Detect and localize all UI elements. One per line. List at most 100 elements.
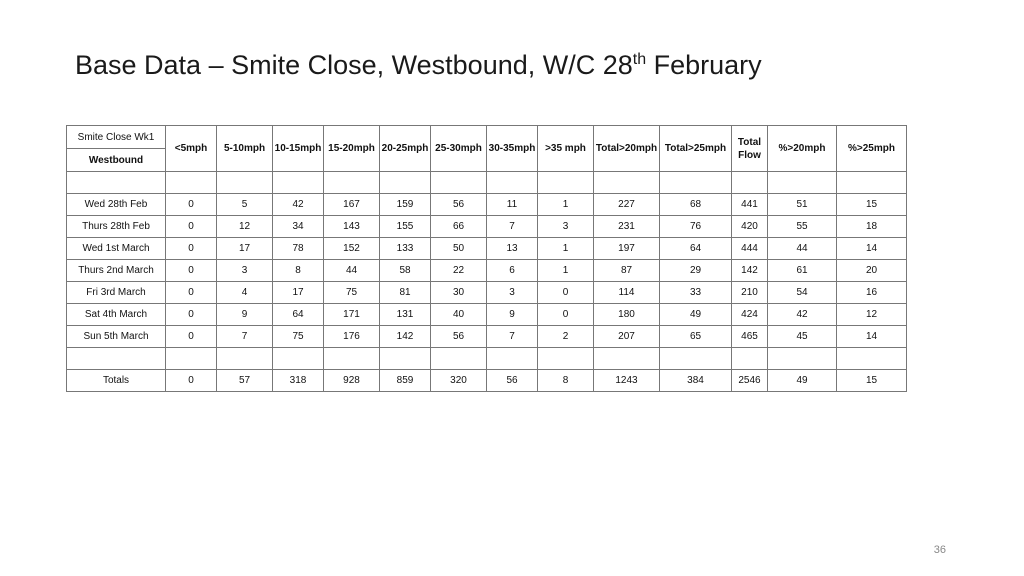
data-cell: 14 xyxy=(836,325,907,348)
data-cell: 1 xyxy=(537,237,594,260)
data-cell: 11 xyxy=(486,193,538,216)
data-cell: 87 xyxy=(593,259,660,282)
data-cell: 12 xyxy=(836,303,907,326)
table-row: Wed 28th Feb 0 5 42 167 159 56 11 1 227 68 441 51 15 xyxy=(66,193,907,216)
column-header: 20-25mph xyxy=(379,125,431,172)
page-number: 36 xyxy=(933,544,946,556)
data-cell: 859 xyxy=(379,369,431,392)
row-label: Thurs 2nd March xyxy=(66,259,166,282)
row-label: Wed 1st March xyxy=(66,237,166,260)
row-label: Totals xyxy=(66,369,166,392)
empty-cell xyxy=(165,171,217,194)
data-cell: 424 xyxy=(731,303,768,326)
data-cell: 384 xyxy=(659,369,732,392)
data-cell: 465 xyxy=(731,325,768,348)
data-cell: 55 xyxy=(767,215,837,238)
empty-cell xyxy=(836,347,907,370)
data-cell: 231 xyxy=(593,215,660,238)
data-cell: 56 xyxy=(430,193,487,216)
data-cell: 0 xyxy=(537,303,594,326)
data-cell: 318 xyxy=(272,369,324,392)
data-cell: 176 xyxy=(323,325,380,348)
empty-cell xyxy=(767,171,837,194)
table-row: Thurs 28th Feb 0 12 34 143 155 66 7 3 231 76 420 55 1… xyxy=(66,215,907,238)
data-cell: 171 xyxy=(323,303,380,326)
data-cell: 17 xyxy=(216,237,273,260)
empty-cell xyxy=(767,347,837,370)
data-cell: 0 xyxy=(165,259,217,282)
row-label: Wed 28th Feb xyxy=(66,193,166,216)
data-cell: 14 xyxy=(836,237,907,260)
data-cell: 42 xyxy=(767,303,837,326)
column-header: %>20mph xyxy=(767,125,837,172)
row-label: Thurs 28th Feb xyxy=(66,215,166,238)
data-cell: 928 xyxy=(323,369,380,392)
data-cell: 7 xyxy=(216,325,273,348)
data-cell: 76 xyxy=(659,215,732,238)
column-header: 25-30mph xyxy=(430,125,487,172)
empty-cell xyxy=(537,347,594,370)
data-cell: 64 xyxy=(659,237,732,260)
empty-cell xyxy=(66,171,166,194)
data-cell: 3 xyxy=(537,215,594,238)
title-text: Base Data – Smite Close, Westbound, W/C … xyxy=(75,50,633,80)
data-cell: 444 xyxy=(731,237,768,260)
data-cell: 167 xyxy=(323,193,380,216)
column-header: 5-10mph xyxy=(216,125,273,172)
data-cell: 65 xyxy=(659,325,732,348)
empty-cell xyxy=(272,347,324,370)
empty-cell xyxy=(379,347,431,370)
corner-label-bottom: Westbound xyxy=(66,148,166,172)
data-cell: 12 xyxy=(216,215,273,238)
data-cell: 3 xyxy=(216,259,273,282)
empty-cell xyxy=(537,171,594,194)
empty-cell xyxy=(430,171,487,194)
data-cell: 16 xyxy=(836,281,907,304)
table-row: Wed 1st March 0 17 78 152 133 50 13 1 197 64 444 44 1… xyxy=(66,237,907,260)
column-header: <5mph xyxy=(165,125,217,172)
data-cell: 44 xyxy=(323,259,380,282)
data-cell: 7 xyxy=(486,215,538,238)
data-cell: 56 xyxy=(430,325,487,348)
data-cell: 42 xyxy=(272,193,324,216)
data-cell: 4 xyxy=(216,281,273,304)
empty-cell xyxy=(486,171,538,194)
column-header: >35 mph xyxy=(537,125,594,172)
blank-row xyxy=(66,347,907,370)
data-cell: 1 xyxy=(537,193,594,216)
data-cell: 75 xyxy=(272,325,324,348)
data-cell: 210 xyxy=(731,281,768,304)
header-row: Smite Close Wk1 <5mph 5-10mph 10-15mph 15-2… xyxy=(66,125,907,172)
data-cell: 0 xyxy=(165,281,217,304)
data-cell: 29 xyxy=(659,259,732,282)
row-label: Sat 4th March xyxy=(66,303,166,326)
data-cell: 9 xyxy=(216,303,273,326)
data-cell: 22 xyxy=(430,259,487,282)
data-cell: 155 xyxy=(379,215,431,238)
table-row: Fri 3rd March 0 4 17 75 81 30 3 0 114 33 210 54 16 xyxy=(66,281,907,304)
data-cell: 8 xyxy=(272,259,324,282)
data-cell: 18 xyxy=(836,215,907,238)
data-cell: 15 xyxy=(836,193,907,216)
speed-data-table: Smite Close Wk1 <5mph 5-10mph 10-15mph 15-2… xyxy=(66,125,907,392)
data-cell: 44 xyxy=(767,237,837,260)
data-cell: 51 xyxy=(767,193,837,216)
data-cell: 1 xyxy=(537,259,594,282)
empty-cell xyxy=(216,171,273,194)
data-cell: 131 xyxy=(379,303,431,326)
data-cell: 1243 xyxy=(593,369,660,392)
data-cell: 61 xyxy=(767,259,837,282)
empty-cell xyxy=(659,171,732,194)
data-cell: 5 xyxy=(216,193,273,216)
empty-cell xyxy=(731,171,768,194)
data-cell: 142 xyxy=(731,259,768,282)
data-cell: 2 xyxy=(537,325,594,348)
empty-cell xyxy=(272,171,324,194)
totals-row: Totals 0 57 318 928 859 320 56 8 1243 384 2546 49 15 xyxy=(66,369,907,392)
data-cell: 9 xyxy=(486,303,538,326)
data-cell: 441 xyxy=(731,193,768,216)
data-cell: 17 xyxy=(272,281,324,304)
empty-cell xyxy=(593,347,660,370)
data-cell: 8 xyxy=(537,369,594,392)
data-cell: 6 xyxy=(486,259,538,282)
